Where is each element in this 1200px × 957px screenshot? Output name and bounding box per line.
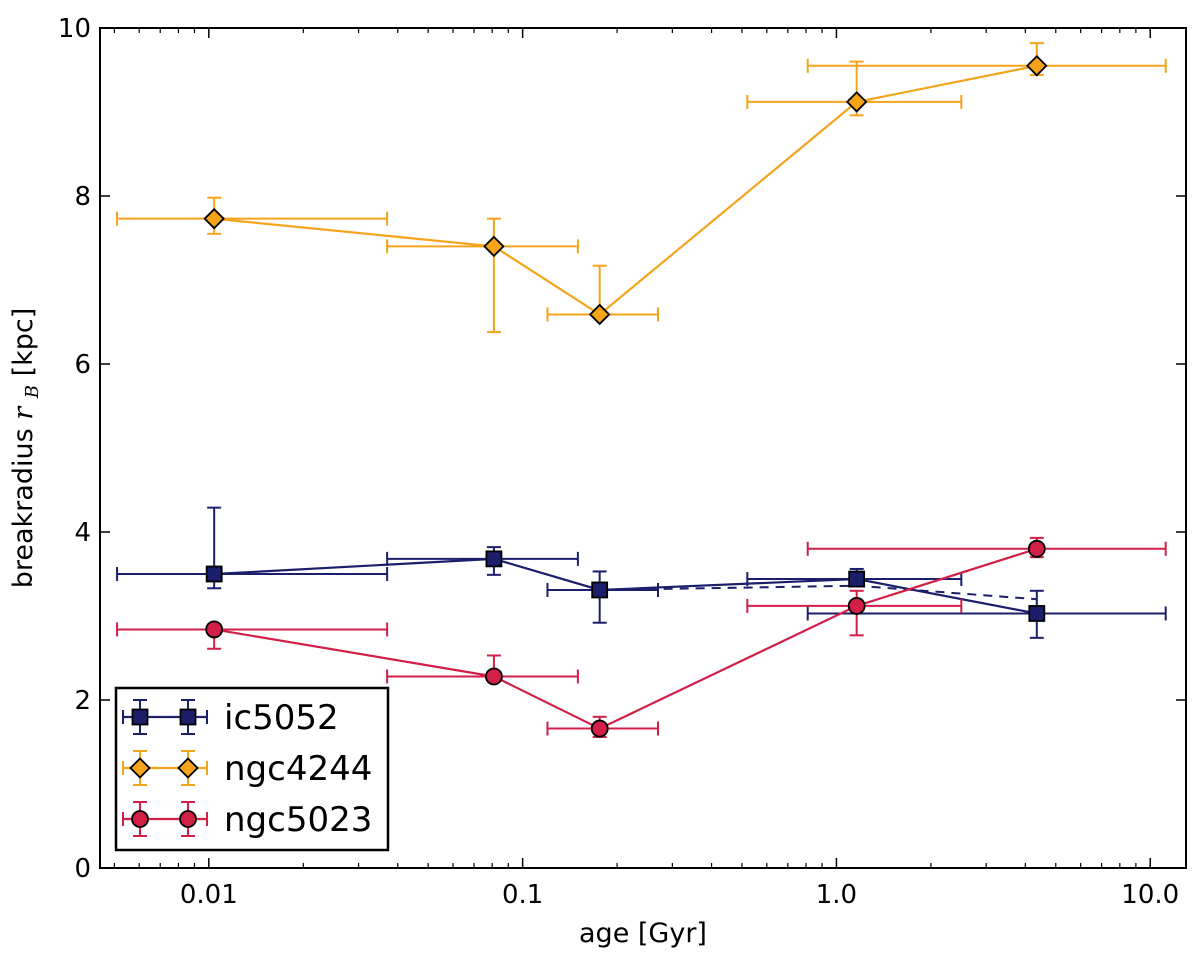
y-axis-label-unit: [kpc]: [8, 308, 39, 377]
y-tick-label: 6: [74, 350, 91, 380]
series-ic5052: [116, 506, 1167, 639]
x-tick-label: 1.0: [816, 880, 857, 910]
data-point-ic5052: [485, 550, 503, 568]
series-ngc4244: [116, 42, 1167, 334]
y-tick-label: 8: [74, 182, 91, 212]
plot-frame: [99, 27, 1187, 869]
legend-item-ic5052: ic5052: [122, 698, 339, 738]
chart-marks: [116, 42, 1167, 738]
y-tick-label: 2: [74, 686, 91, 716]
y-tick-label: 0: [74, 854, 91, 884]
legend-label-ngc5023: ngc5023: [224, 800, 372, 840]
data-point-ic5052: [848, 570, 866, 588]
x-tick-label: 0.1: [502, 880, 543, 910]
legend-marker-ngc4244: [129, 757, 151, 779]
legend-label-ic5052: ic5052: [224, 698, 339, 738]
data-point-ngc5023: [205, 620, 224, 639]
y-axis-label-main: breakradius: [8, 420, 39, 589]
legend-marker-ic5052: [179, 708, 197, 726]
legend-item-ngc4244: ngc4244: [122, 749, 372, 789]
y-axis-label-symbol: r: [8, 405, 39, 420]
legend: ic5052 ngc4244 ngc5023: [114, 686, 390, 852]
x-tick-label: 10.0: [1121, 880, 1179, 910]
data-point-ngc5023: [1027, 539, 1046, 558]
y-tick-label: 4: [74, 518, 91, 548]
data-point-ngc4244: [1026, 55, 1048, 77]
data-point-ic5052: [591, 581, 609, 599]
legend-label-ngc4244: ngc4244: [224, 749, 372, 789]
x-axis-label: age [Gyr]: [579, 918, 707, 949]
data-point-ic5052: [1028, 605, 1046, 622]
series-line-ngc4244: [214, 64, 1038, 316]
data-point-ngc5023: [847, 597, 866, 615]
series-ngc5023: [116, 536, 1167, 738]
y-tick-label: 10: [58, 14, 91, 44]
x-tick-label: 0.01: [180, 880, 238, 910]
legend-item-ngc5023: ngc5023: [122, 800, 372, 840]
data-point-ngc4244: [483, 235, 505, 258]
legend-marker-ngc5023: [131, 810, 149, 828]
legend-marker-ic5052: [131, 708, 149, 726]
axis-ticks: 0.01 0.1 1.0 10.0 0 2 4 6 8 10: [58, 14, 1186, 910]
y-axis-label-subscript: B: [22, 385, 43, 399]
data-point-ngc5023: [485, 667, 503, 686]
legend-marker-ngc5023: [179, 810, 197, 828]
data-point-ngc4244: [203, 207, 225, 230]
y-axis-label: breakradius r B [kpc]: [8, 308, 45, 589]
data-point-ngc5023: [590, 719, 609, 738]
legend-marker-ngc4244: [177, 757, 199, 779]
data-point-ngc4244: [588, 303, 611, 326]
data-point-ic5052: [205, 565, 223, 583]
data-point-ngc4244: [845, 91, 868, 113]
